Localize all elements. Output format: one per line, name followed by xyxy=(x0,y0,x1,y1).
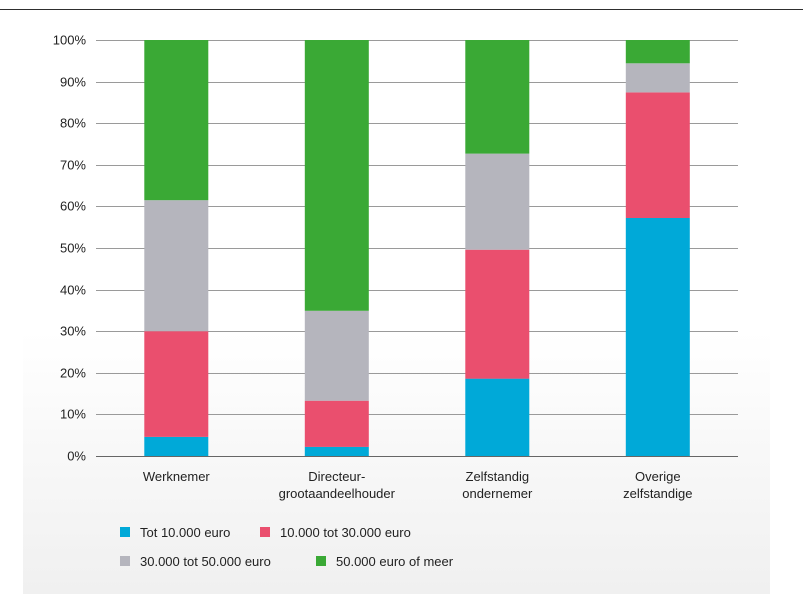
legend-item: 10.000 tot 30.000 euro xyxy=(260,522,411,542)
bar-segment xyxy=(304,400,369,447)
bar-segment xyxy=(144,331,209,437)
legend-swatch xyxy=(316,556,326,566)
bar-segment xyxy=(304,446,369,456)
bar-segment xyxy=(144,200,209,332)
x-category-label: Directeur-grootaandeelhouder xyxy=(279,469,396,501)
legend-item: 50.000 euro of meer xyxy=(316,551,453,571)
y-axis-ticks: 0% 10% 20% 30% 40% 50% 60% 70% 80% 90% 100% xyxy=(53,33,87,464)
y-tick-label: 90% xyxy=(60,75,86,90)
y-tick-label: 0% xyxy=(67,449,86,464)
legend: Tot 10.000 euro 10.000 tot 30.000 euro 30.… xyxy=(120,522,580,578)
bar-segment xyxy=(465,378,530,456)
y-tick-label: 50% xyxy=(60,241,86,256)
y-tick-label: 40% xyxy=(60,283,86,298)
bar-segment xyxy=(144,40,209,201)
legend-item: Tot 10.000 euro xyxy=(120,522,230,542)
top-divider xyxy=(0,9,803,10)
y-tick-label: 30% xyxy=(60,324,86,339)
bar-segment xyxy=(625,92,690,218)
bar-segment xyxy=(465,40,530,154)
bar-segment xyxy=(625,63,690,93)
bar-segment xyxy=(625,40,690,64)
bar-segment xyxy=(465,153,530,250)
bar-segment xyxy=(144,436,209,456)
y-tick-label: 70% xyxy=(60,158,86,173)
y-tick-label: 80% xyxy=(60,116,86,131)
legend-swatch xyxy=(120,556,130,566)
bar-segment xyxy=(625,218,690,456)
legend-label: Tot 10.000 euro xyxy=(140,524,231,540)
bar-segment xyxy=(304,310,369,401)
x-category-label: Overige zelfstandige xyxy=(623,469,692,501)
x-category-label: Zelfstandig ondernemer xyxy=(462,469,533,501)
bar-segment xyxy=(465,249,530,379)
legend-label: 50.000 euro of meer xyxy=(336,553,454,569)
legend-label: 10.000 tot 30.000 euro xyxy=(280,524,411,540)
bar-segment xyxy=(304,40,369,311)
y-tick-label: 100% xyxy=(53,33,87,48)
y-tick-label: 20% xyxy=(60,366,86,381)
y-tick-label: 60% xyxy=(60,199,86,214)
legend-swatch xyxy=(260,527,270,537)
x-axis-labels: Werknemer Directeur-grootaandeelhouder Zel… xyxy=(143,469,693,501)
legend-label: 30.000 tot 50.000 euro xyxy=(140,553,271,569)
y-tick-label: 10% xyxy=(60,407,86,422)
legend-swatch xyxy=(120,527,130,537)
bars xyxy=(144,40,690,456)
legend-item: 30.000 tot 50.000 euro xyxy=(120,551,271,571)
x-category-label: Werknemer xyxy=(143,469,211,484)
